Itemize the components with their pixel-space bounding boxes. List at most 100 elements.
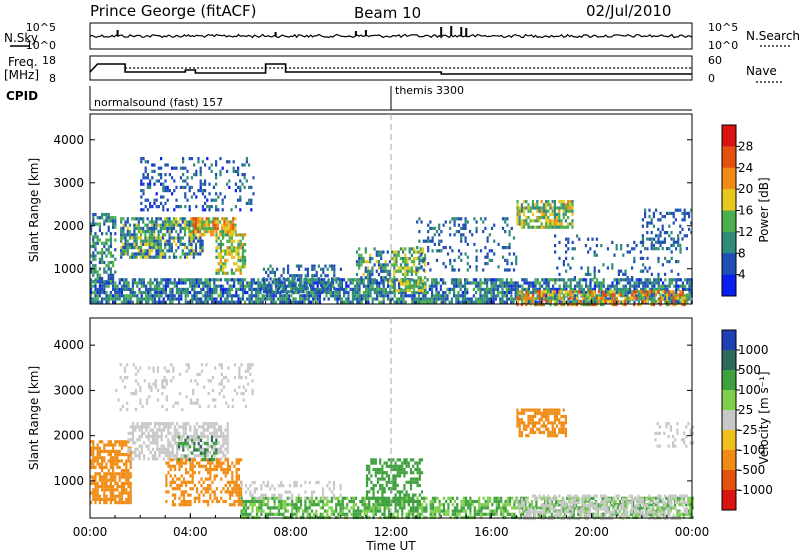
heat-cell [371,287,374,291]
heat-cell [652,224,655,228]
heat-cell [536,278,539,282]
heat-cell [596,281,599,285]
heat-cell [461,291,464,295]
heat-cell [244,506,248,510]
heat-cell [393,300,396,304]
heat-cell [605,499,608,504]
heat-cell [543,278,546,282]
heat-cell [604,513,607,517]
heat-cell [239,185,242,189]
heat-cell [114,232,117,236]
heat-cell [304,277,307,281]
heat-cell [278,283,281,287]
heat-cell [446,294,449,298]
heat-cell [670,281,673,285]
heat-cell [150,236,154,240]
heat-cell [191,284,194,288]
heat-cell [195,281,198,285]
heat-cell [606,507,609,511]
heat-cell [188,239,191,243]
heat-cell [456,509,459,513]
heat-cell [424,297,427,301]
heat-cell [277,506,281,510]
heat-cell [626,287,629,291]
heat-cell [494,284,497,288]
heat-cell [351,287,354,291]
heat-cell [582,296,585,300]
heat-cell [624,303,627,307]
heat-cell [200,278,203,282]
heat-cell [445,499,448,504]
heat-cell [126,226,129,230]
heat-cell [244,509,248,513]
heat-cell [646,497,649,501]
heat-cell [338,281,341,285]
heat-cell [502,512,505,516]
heat-cell [295,503,298,507]
heat-cell [350,506,353,510]
heat-cell [335,506,338,510]
heat-cell [142,208,145,212]
heat-cell [567,290,570,294]
heat-cell [520,296,523,300]
heat-cell [291,290,294,294]
heat-cell [191,294,194,298]
heat-cell [193,278,196,282]
heat-cell [219,268,222,272]
heat-cell [293,283,296,287]
heat-cell [472,287,475,291]
heat-cell [628,250,631,254]
heat-cell [172,220,176,224]
heat-cell [395,278,398,282]
heat-cell [184,287,187,291]
heat-cell [580,507,583,511]
heat-cell [674,218,677,222]
heat-cell [355,250,359,254]
colorbar-tick-label: 28 [738,139,753,153]
heat-cell [288,297,291,301]
heat-cell [666,247,669,251]
heat-cell [203,233,206,237]
heat-cell [607,297,610,301]
heat-cell [215,230,218,234]
heat-cell [359,509,362,513]
heat-cell [617,293,620,297]
heat-cell [486,252,489,256]
heat-cell [285,297,288,301]
heat-cell [160,173,163,177]
heat-cell [140,291,143,295]
heat-cell [410,247,413,251]
heat-cell [94,284,97,288]
heat-cell [413,297,416,301]
heat-cell [679,284,682,288]
heat-cell [504,246,507,250]
heat-cell [369,284,372,288]
heat-cell [266,512,270,516]
heat-cell [654,503,657,507]
heat-cell [267,267,270,271]
heat-cell [518,212,521,216]
freq-tick-bottom: 8 [49,72,56,85]
heat-cell [140,281,143,285]
heat-cell [532,281,535,285]
heat-cell [490,249,494,253]
heat-cell [669,506,672,510]
heat-cell [564,290,567,294]
heat-cell [181,242,184,246]
heat-cell [687,499,690,504]
heat-cell [282,506,285,510]
heat-cell [490,287,493,291]
heat-cell [429,499,432,504]
heat-cell [635,284,638,288]
heat-cell [287,267,290,271]
heat-cell [523,504,526,508]
heat-cell [212,230,215,234]
heat-cell [98,225,101,229]
heat-cell [232,169,235,173]
heat-cell [166,230,169,234]
heat-cell [250,278,253,282]
heat-cell [179,176,182,180]
heat-cell [418,506,421,510]
heat-cell [591,287,594,291]
heat-cell [402,266,405,270]
